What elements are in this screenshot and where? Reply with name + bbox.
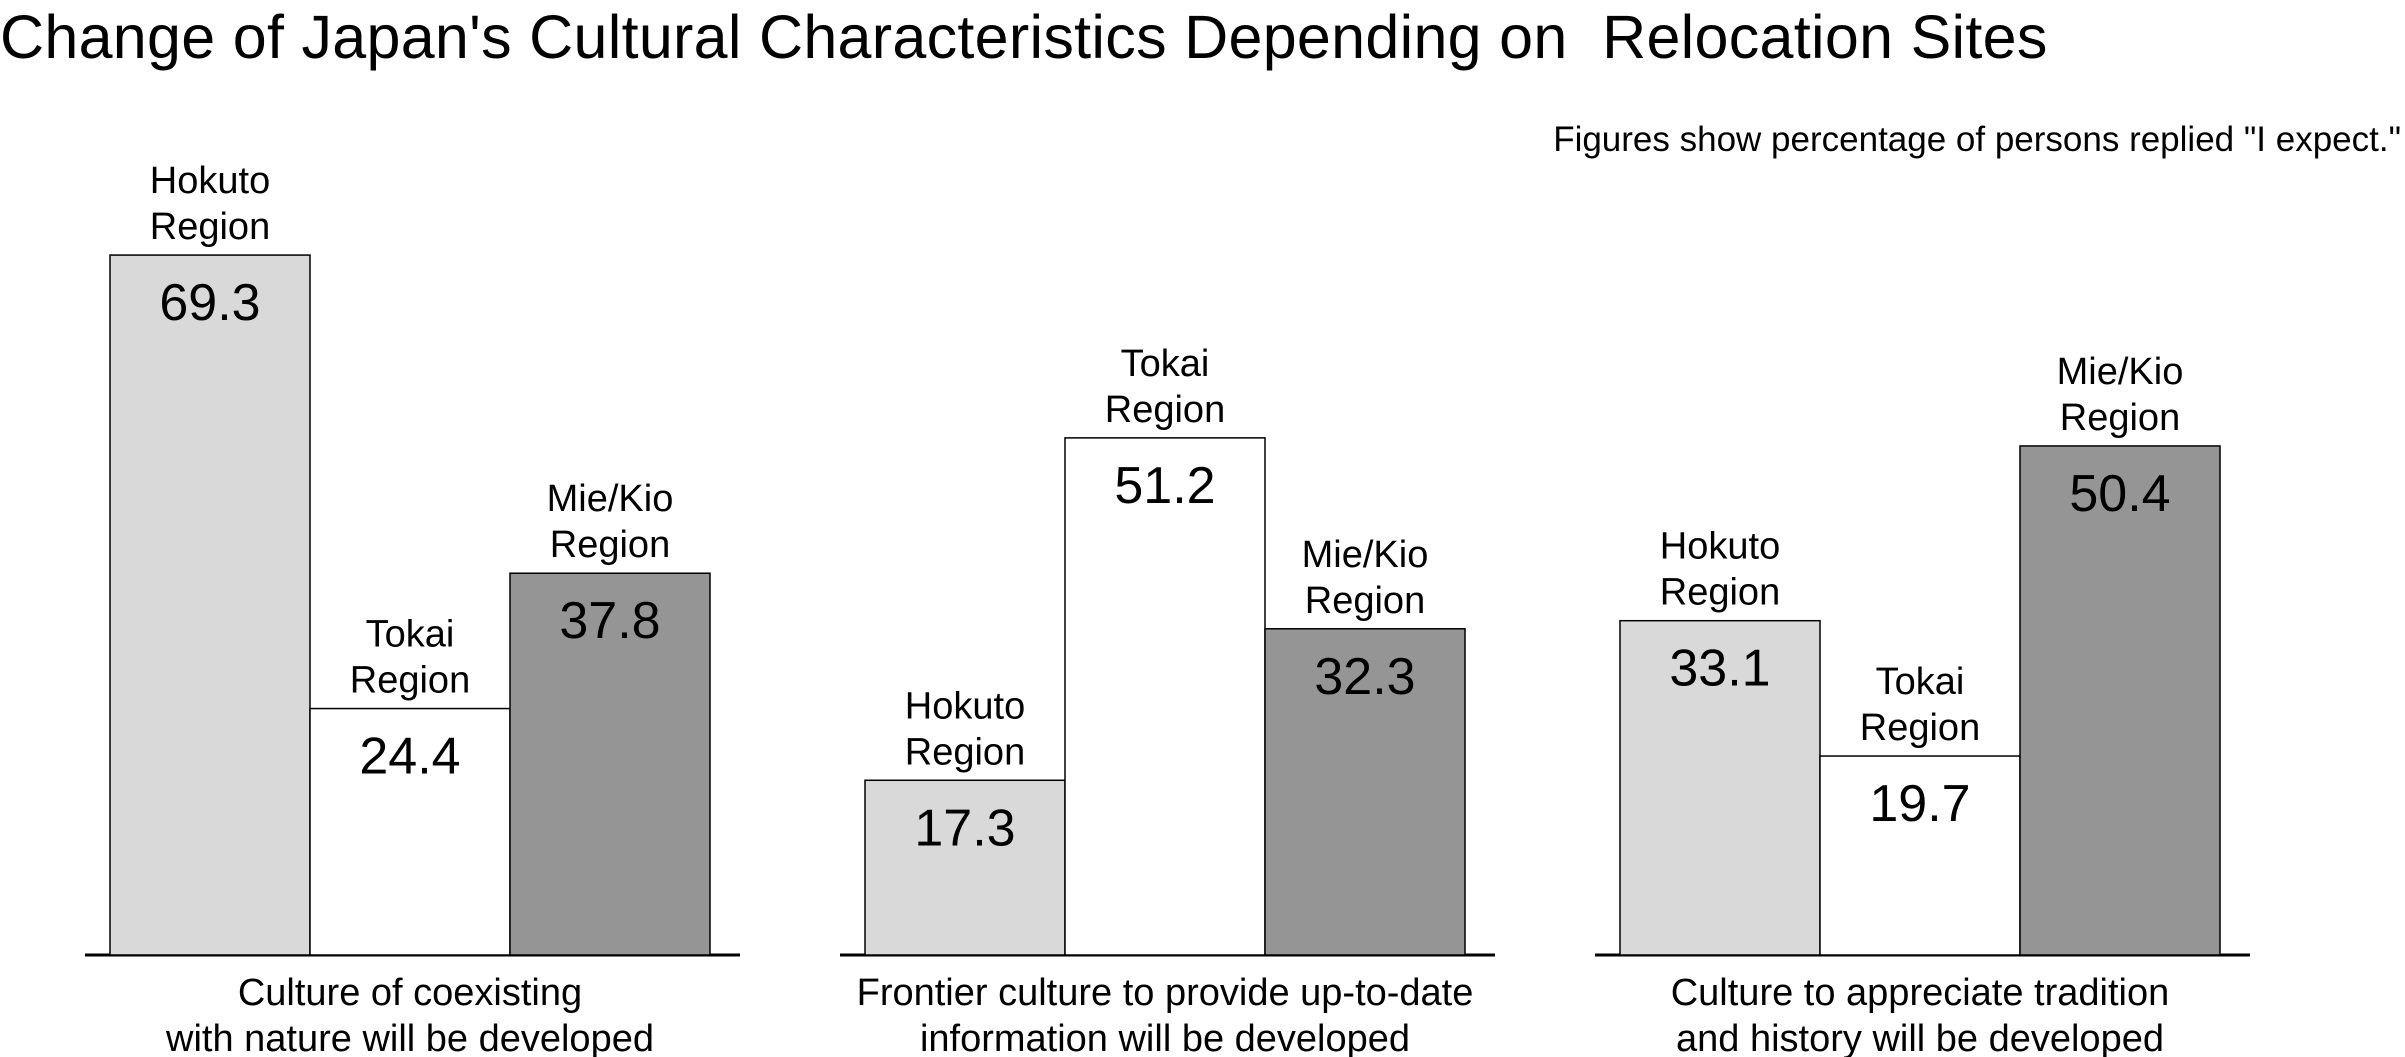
region-label: Hokuto — [150, 160, 270, 202]
category-label: Culture of coexisting — [238, 972, 582, 1014]
bar-value-label: 32.3 — [1314, 648, 1415, 706]
region-label: Region — [1860, 707, 1980, 749]
region-label: Hokuto — [1660, 526, 1780, 568]
bar — [509, 572, 711, 956]
bar-value-label: 50.4 — [2069, 465, 2170, 523]
region-label: Region — [905, 731, 1025, 773]
category-label: and history will be developed — [1676, 1018, 2164, 1057]
region-label: Tokai — [366, 614, 455, 656]
region-label: Region — [150, 206, 270, 248]
bar — [1264, 628, 1466, 956]
bar — [1619, 619, 1821, 956]
bar — [1064, 437, 1266, 956]
region-label: Mie/Kio — [547, 478, 674, 520]
bar-value-label: 69.3 — [159, 274, 260, 332]
bar — [309, 707, 511, 956]
bar — [109, 254, 311, 956]
bar-value-label: 17.3 — [914, 799, 1015, 857]
bar-value-label: 37.8 — [559, 592, 660, 650]
chart-note: Figures show percentage of persons repli… — [1553, 120, 2401, 159]
region-label: Region — [350, 660, 470, 702]
category-label: information will be developed — [920, 1018, 1410, 1057]
bar — [2019, 445, 2221, 956]
region-label: Region — [2060, 397, 2180, 439]
chart-title: Change of Japan's Cultural Characteristi… — [0, 3, 2048, 71]
bar-value-label: 19.7 — [1869, 775, 1970, 833]
bar — [864, 779, 1066, 956]
region-label: Mie/Kio — [1302, 534, 1429, 576]
bar-value-label: 51.2 — [1114, 457, 1215, 515]
region-label: Region — [1105, 389, 1225, 431]
bar-value-label: 33.1 — [1669, 640, 1770, 698]
region-label: Tokai — [1121, 343, 1210, 385]
bar — [1819, 755, 2021, 956]
region-label: Hokuto — [905, 685, 1025, 727]
category-label: Culture to appreciate tradition — [1671, 972, 2170, 1014]
region-label: Region — [1305, 580, 1425, 622]
region-label: Mie/Kio — [2057, 351, 2184, 393]
region-label: Region — [1660, 572, 1780, 614]
category-label: with nature will be developed — [165, 1018, 654, 1057]
category-label: Frontier culture to provide up-to-date — [857, 972, 1474, 1014]
bar-value-label: 24.4 — [359, 728, 460, 786]
region-label: Region — [550, 524, 670, 566]
region-label: Tokai — [1876, 661, 1965, 703]
